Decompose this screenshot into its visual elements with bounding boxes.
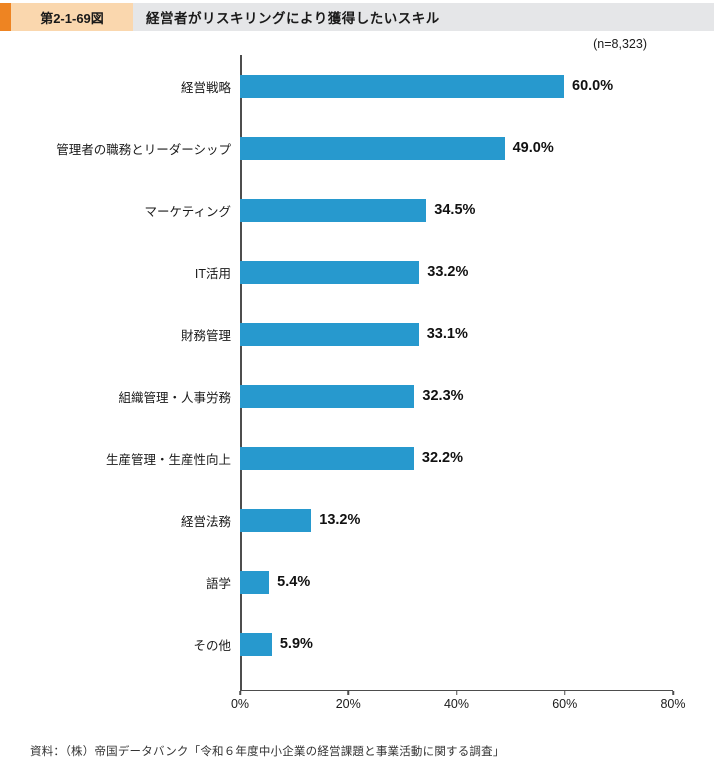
category-label: 組織管理・人事労務 [118, 390, 231, 405]
chart-row: 管理者の職務とリーダーシップ 49.0% [0, 117, 714, 179]
sample-size-note: (n=8,323) [593, 37, 647, 51]
bar-chart: 経営戦略 60.0% 管理者の職務とリーダーシップ 49.0% マーケティング 34.5%… [0, 55, 714, 713]
axis-tick [455, 691, 458, 695]
value-label: 32.3% [422, 388, 464, 404]
bar-area: 13.2% [240, 508, 672, 532]
x-axis-tick-labels: 0% 20% 40% 60% 80% [231, 697, 686, 713]
chart-row: マーケティング 34.5% [0, 179, 714, 241]
axis-tick [564, 691, 566, 695]
bar [240, 384, 415, 408]
value-label: 33.1% [426, 326, 468, 342]
chart-row: 経営戦略 60.0% [0, 55, 714, 117]
bar [240, 74, 564, 98]
category-label: 生産管理・生産性向上 [105, 452, 231, 467]
bar-area: 5.9% [240, 632, 672, 656]
chart-row: 経営法務 13.2% [0, 489, 714, 551]
category-label: 経営法務 [180, 514, 231, 529]
bar-area: 5.4% [240, 570, 672, 594]
y-axis-line [240, 55, 242, 690]
axis-tick [239, 691, 241, 695]
chart-row: 組織管理・人事労務 32.3% [0, 365, 714, 427]
chart-rows: 経営戦略 60.0% 管理者の職務とリーダーシップ 49.0% マーケティング 34.5%… [0, 55, 714, 690]
category-label: マーケティング [144, 204, 231, 219]
value-label: 32.2% [421, 450, 463, 466]
figure-number-box: 第2-1-69図 [11, 3, 133, 31]
bar [240, 508, 312, 532]
bar-area: 33.2% [240, 260, 672, 284]
bar [240, 632, 272, 656]
bar [240, 260, 420, 284]
value-label: 5.9% [279, 636, 313, 652]
bar [240, 198, 427, 222]
x-axis-line [239, 690, 674, 696]
figure-number: 第2-1-69図 [40, 10, 104, 26]
bar [240, 570, 270, 594]
chart-row: IT活用 33.2% [0, 241, 714, 303]
value-label: 49.0% [512, 140, 554, 156]
figure-header: 第2-1-69図 経営者がリスキリングにより獲得したいスキル [0, 3, 714, 31]
bar-area: 49.0% [240, 136, 672, 160]
category-label: その他 [193, 638, 231, 653]
value-label: 13.2% [319, 512, 361, 528]
bar [240, 322, 419, 346]
axis-tick-label: 20% [335, 697, 361, 711]
bar [240, 446, 414, 470]
value-label: 60.0% [572, 78, 614, 94]
axis-tick-label: 60% [552, 697, 578, 711]
value-label: 34.5% [434, 202, 476, 218]
value-label: 5.4% [277, 574, 311, 590]
bar-area: 32.2% [240, 446, 672, 470]
bar [240, 136, 505, 160]
category-label: 語学 [205, 576, 231, 591]
chart-row: 財務管理 33.1% [0, 303, 714, 365]
bar-area: 32.3% [240, 384, 672, 408]
value-label: 33.2% [427, 264, 469, 280]
category-label: 管理者の職務とリーダーシップ [56, 142, 231, 157]
bar-area: 60.0% [240, 74, 672, 98]
accent-bar [0, 3, 11, 31]
category-label: 経営戦略 [180, 80, 231, 95]
chart-row: 生産管理・生産性向上 32.2% [0, 427, 714, 489]
source-note: 資料：（株）帝国データバンク「令和６年度中小企業の経営課題と事業活動に関する調査… [30, 746, 505, 758]
chart-row: その他 5.9% [0, 613, 714, 675]
figure-title: 経営者がリスキリングにより獲得したいスキル [146, 11, 440, 26]
category-label: 財務管理 [180, 328, 231, 343]
bar-area: 33.1% [240, 322, 672, 346]
axis-tick-label: 0% [230, 697, 250, 711]
chart-row: 語学 5.4% [0, 551, 714, 613]
axis-tick [672, 691, 674, 695]
axis-tick-label: 40% [443, 697, 470, 711]
axis-tick [347, 691, 349, 695]
bar-area: 34.5% [240, 198, 672, 222]
axis-tick-label: 80% [660, 697, 686, 711]
category-label: IT活用 [194, 266, 231, 281]
